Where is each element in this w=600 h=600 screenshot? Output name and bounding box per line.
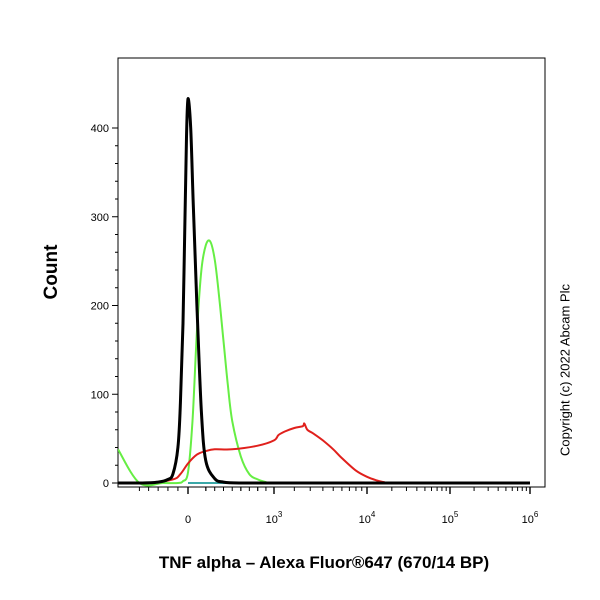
y-tick-label: 300 bbox=[91, 212, 109, 224]
y-tick-label: 0 bbox=[103, 478, 109, 490]
copyright-annotation: Copyright (c) 2022 Abcam Plc bbox=[557, 284, 572, 456]
series-line-4 bbox=[118, 422, 530, 485]
y-axis-label: Count bbox=[41, 244, 62, 300]
x-axis: 0 103 104 105 106 bbox=[138, 487, 539, 526]
x-tick-label: 103 bbox=[266, 510, 283, 526]
series-layer bbox=[118, 97, 531, 487]
y-tick-label: 200 bbox=[91, 301, 109, 313]
x-tick-label: 104 bbox=[359, 510, 376, 526]
x-tick-label: 105 bbox=[442, 510, 459, 526]
y-tick-label: 100 bbox=[91, 389, 109, 401]
x-tick-label: 0 bbox=[185, 514, 191, 526]
x-axis-label: TNF alpha – Alexa Fluor®647 (670/14 BP) bbox=[159, 553, 489, 572]
y-tick-label: 400 bbox=[91, 123, 109, 135]
y-axis: 0 100 200 300 400 bbox=[91, 123, 118, 490]
x-tick-label: 106 bbox=[522, 510, 539, 526]
series-line-1 bbox=[118, 97, 530, 485]
series-line-3 bbox=[118, 239, 531, 487]
plot-frame bbox=[117, 57, 546, 488]
